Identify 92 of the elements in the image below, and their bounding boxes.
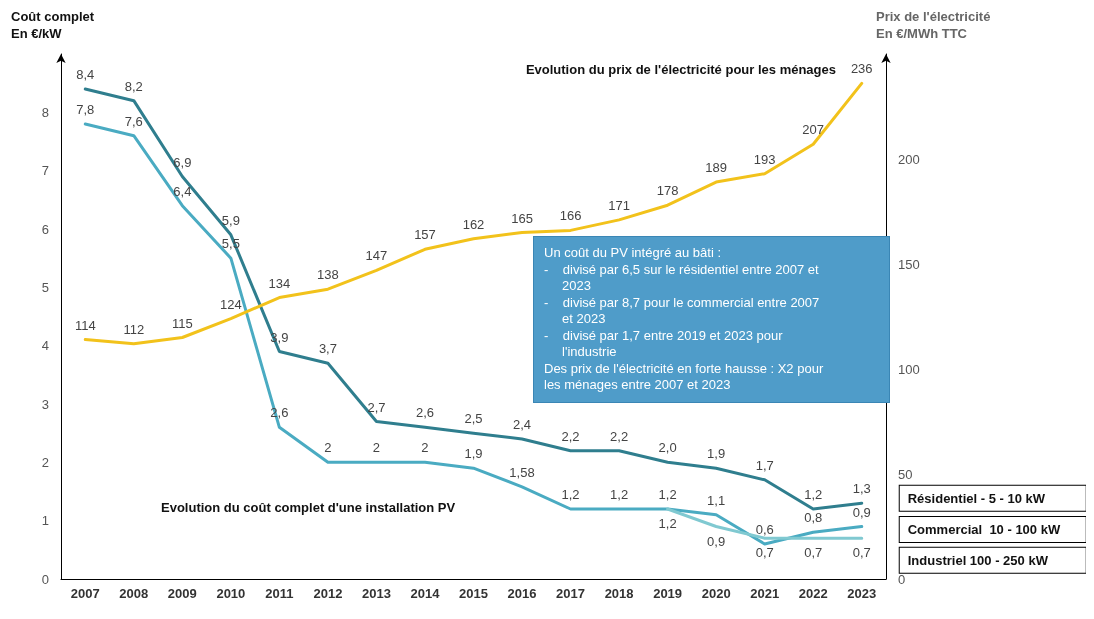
y-tick-label: 0: [41, 571, 49, 587]
data-label: 0,9: [852, 504, 871, 520]
y-tick-label: 3: [41, 396, 49, 412]
data-label: 112: [123, 321, 145, 337]
data-label: 178: [656, 183, 679, 199]
data-label: 3,7: [318, 341, 337, 357]
data-label: 193: [753, 151, 776, 167]
data-label: 124: [220, 296, 242, 312]
data-label: 138: [317, 267, 339, 283]
data-label: 8,4: [76, 67, 95, 82]
data-label: 115: [171, 315, 193, 331]
data-label: 2,6: [415, 405, 435, 421]
y-tick-label: 2: [41, 454, 49, 470]
data-label: 6,9: [173, 154, 192, 170]
y-tick-label: 4: [41, 338, 49, 354]
y-tick-label: 7: [41, 163, 49, 179]
data-label: 1,2: [658, 487, 677, 502]
y-axis-title: Coût complet En €/kW: [11, 9, 95, 41]
data-label: 0,7: [755, 545, 774, 561]
y2-tick-label: 200: [898, 151, 920, 167]
data-label: 2,2: [561, 428, 580, 444]
x-tick-label: 2008: [119, 586, 149, 601]
data-label: 6,4: [173, 183, 192, 199]
data-label: 2: [372, 440, 381, 456]
y2-tick-label: 150: [898, 256, 920, 272]
data-label: 2,7: [367, 399, 386, 415]
data-label: 1,2: [658, 516, 677, 531]
x-tick-label: 2018: [604, 586, 634, 601]
data-label: 1,2: [561, 487, 580, 502]
data-label: 8,2: [124, 78, 143, 94]
data-label: 2,0: [658, 440, 677, 456]
x-tick-label: 2014: [410, 586, 441, 601]
data-label: 166: [559, 208, 582, 224]
data-label: 7,8: [76, 102, 95, 117]
data-label: 2,5: [464, 411, 483, 427]
y2-axis-title: Prix de l'électricité En €/MWh TTC: [876, 9, 991, 41]
data-label: 5,9: [221, 212, 240, 228]
data-label: 1,1: [707, 492, 726, 508]
data-label: 1,9: [464, 446, 483, 462]
data-label: 2,4: [512, 417, 532, 432]
x-tick-label: 2009: [167, 586, 197, 601]
data-label: 1,9: [707, 446, 726, 462]
y2-tick-label: 0: [898, 571, 906, 587]
data-label: 2,2: [610, 428, 629, 444]
data-label: 114: [74, 317, 96, 333]
data-label: 147: [365, 248, 388, 264]
x-tick-label: 2007: [70, 586, 100, 601]
y2-tick-label: 100: [898, 361, 920, 377]
data-label: 171: [608, 197, 630, 213]
data-label: 134: [268, 275, 291, 291]
data-label: 0,7: [804, 545, 823, 561]
x-tick-label: 2011: [265, 586, 294, 601]
data-label: 1,58: [509, 464, 535, 480]
data-label: 1,7: [755, 457, 774, 473]
annotation: Evolution du prix de l'électricité pour les ménages: [525, 62, 837, 77]
x-tick-label: 2013: [361, 586, 391, 601]
annotation: Evolution du coût complet d'une installation PV: [161, 500, 456, 515]
text: Commercial 10 - 100 kW: [907, 522, 1061, 537]
data-label: 7,6: [124, 113, 143, 129]
text: Industriel 100 - 250 kW: [907, 552, 1049, 568]
data-label: 0,6: [755, 522, 774, 537]
data-label: 207: [802, 122, 825, 138]
y2-tick-label: 50: [898, 466, 913, 482]
x-tick-label: 2021: [750, 586, 780, 601]
data-label: 189: [705, 160, 727, 176]
data-label: 1,2: [610, 487, 629, 502]
data-label: 1,2: [804, 487, 823, 502]
x-tick-label: 2019: [653, 586, 683, 601]
x-tick-label: 2022: [798, 586, 828, 601]
x-tick-label: 2020: [701, 586, 731, 601]
x-tick-label: 2010: [216, 586, 246, 601]
y-tick-label: 5: [41, 279, 49, 295]
data-label: 165: [511, 210, 533, 226]
x-tick-label: 2016: [507, 586, 537, 601]
x-tick-label: 2023: [847, 586, 877, 601]
data-label: 162: [462, 216, 485, 232]
data-label: 1,3: [852, 481, 871, 497]
y-tick-label: 1: [41, 513, 49, 529]
data-label: 0,7: [852, 545, 871, 561]
x-tick-label: 2012: [313, 586, 343, 601]
y-tick-label: 6: [41, 221, 49, 237]
data-label: 0,9: [707, 533, 726, 549]
note-box: Un coût du PV intégré au bâti : - divisé par 6,5 sur le résidentiel entre 2007 et 2023 - divisé par 8,7 pour le commercial entre 2007 et 2023 - divisé par 1,7 entre 2019 et 2023 pour l'industrie Des prix de l'électricité en forte hausse : X2 pour les ménages entre 2007 et 2023: [533, 236, 890, 403]
data-label: 157: [414, 227, 436, 243]
text: Résidentiel - 5 - 10 kW: [907, 490, 1046, 506]
data-label: 2: [421, 440, 429, 456]
x-tick-label: 2015: [459, 586, 488, 601]
data-label: 236: [850, 61, 873, 77]
y-tick-label: 8: [41, 104, 49, 120]
data-label: 0,8: [804, 510, 823, 526]
data-label: 2: [324, 440, 332, 456]
x-tick-label: 2017: [556, 586, 586, 601]
